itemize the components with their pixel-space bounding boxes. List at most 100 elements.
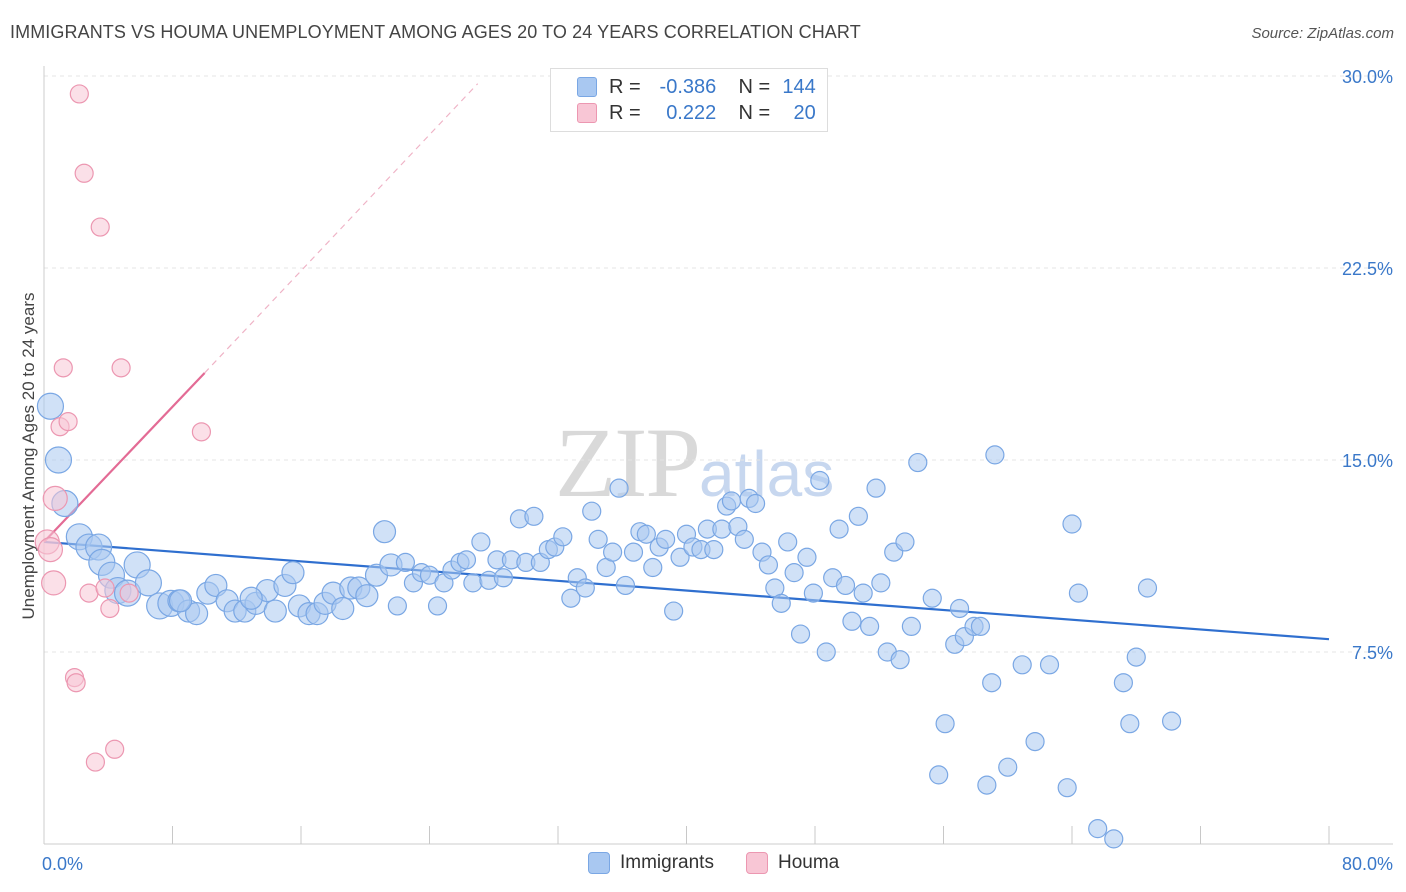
houma-point (66, 673, 86, 693)
immigrants-point (588, 529, 608, 549)
houma-trendline-extension (204, 83, 479, 374)
immigrants-point (670, 547, 690, 567)
immigrants-point (239, 586, 263, 610)
correlation-legend: R = -0.386 N = 144 R = 0.222 N = 20 (550, 68, 828, 132)
immigrants-point (1039, 655, 1060, 675)
immigrants-point (704, 539, 724, 560)
n-value: 144 (782, 75, 816, 98)
immigrants-point (790, 624, 811, 644)
immigrants-point (387, 596, 407, 616)
immigrants-point (331, 596, 355, 621)
n-label: N = (738, 75, 771, 98)
immigrants-point (1012, 655, 1032, 675)
n-label: N = (738, 101, 771, 124)
gridlines (44, 75, 1393, 653)
immigrants-point (829, 519, 849, 539)
immigrants-point (835, 575, 856, 596)
immigrants-point (1025, 731, 1045, 752)
immigrants-point (395, 552, 416, 573)
immigrants-point (803, 583, 823, 603)
immigrants-point (493, 568, 513, 588)
immigrants-point (372, 520, 397, 544)
immigrants-point (982, 673, 1002, 693)
x-tick-label-max: 80.0% (1342, 854, 1393, 874)
immigrants-point (816, 642, 836, 662)
immigrants-point (456, 550, 477, 570)
immigrants-point (866, 478, 886, 498)
immigrants-point (712, 519, 732, 539)
immigrants-point (871, 573, 891, 593)
houma-point (119, 583, 139, 603)
immigrants-point (1113, 673, 1134, 693)
immigrants-point (848, 506, 868, 526)
immigrants-swatch (577, 77, 597, 97)
houma-point (74, 163, 94, 183)
immigrants-point (281, 561, 305, 585)
immigrants-point (134, 569, 163, 597)
houma-point (85, 752, 106, 772)
immigrants-point (1057, 778, 1077, 798)
legend-item-houma[interactable]: Houma (745, 852, 840, 874)
y-tick-label: 15.0% (1342, 451, 1393, 471)
immigrants-point (575, 578, 595, 598)
legend-row-houma: R = 0.222 N = 20 (577, 100, 816, 126)
chart-title: IMMIGRANTS VS HOUMA UNEMPLOYMENT AMONG A… (10, 22, 861, 42)
immigrants-point (901, 616, 921, 637)
houma-legend-swatch (745, 852, 768, 874)
houma-point (111, 358, 131, 378)
immigrants-point (721, 491, 742, 511)
immigrants-point (561, 588, 581, 608)
immigrants-point (1088, 819, 1108, 839)
immigrants-point (734, 529, 754, 549)
legend-label-houma: Houma (777, 852, 840, 873)
immigrants-point (664, 601, 684, 621)
houma-point (53, 358, 73, 378)
immigrants-point (842, 611, 862, 631)
watermark-zip: ZIP (555, 407, 701, 518)
immigrants-point (1068, 583, 1089, 603)
houma-swatch (577, 103, 597, 123)
immigrants-point (427, 596, 448, 616)
watermark: ZIPatlas (555, 405, 834, 520)
immigrants-point (771, 593, 791, 613)
immigrants-point (985, 445, 1005, 465)
immigrants-point (1120, 714, 1140, 734)
immigrants-point (582, 501, 602, 521)
immigrants-point (935, 714, 955, 734)
immigrants-point (853, 583, 873, 603)
houma-point (90, 217, 110, 237)
immigrants-point (1126, 647, 1146, 667)
x-tick-label-min: 0.0% (42, 854, 83, 874)
houma-points (34, 84, 212, 772)
houma-point (100, 598, 120, 619)
immigrants-point (1062, 514, 1082, 534)
immigrants-point (778, 532, 798, 552)
immigrants-point (623, 542, 644, 562)
immigrants-point (970, 616, 991, 637)
y-tick-label: 22.5% (1342, 259, 1393, 279)
immigrants-point (908, 452, 928, 473)
r-value: 0.222 (666, 101, 717, 124)
immigrants-point (656, 529, 676, 549)
source-credit: Source: ZipAtlas.com (1251, 25, 1394, 42)
immigrants-point (184, 601, 209, 626)
legend-item-immigrants[interactable]: Immigrants (588, 852, 714, 874)
immigrants-point (44, 446, 73, 474)
immigrants-point (810, 470, 830, 491)
immigrants-point (615, 575, 636, 596)
immigrants-point (890, 650, 910, 670)
immigrants-point (949, 598, 970, 619)
series-legend: Immigrants Houma (588, 852, 871, 874)
immigrants-point (643, 557, 663, 578)
immigrants-point (797, 547, 817, 567)
immigrants-point (463, 573, 483, 593)
immigrants-point (609, 478, 629, 498)
immigrants-legend-swatch (588, 852, 610, 874)
immigrants-point (553, 527, 573, 547)
houma-point (42, 485, 68, 511)
immigrants-point (1104, 829, 1124, 849)
immigrants-point (860, 616, 880, 637)
houma-point (37, 536, 64, 563)
immigrants-point (1137, 578, 1158, 598)
immigrants-point (998, 757, 1018, 777)
